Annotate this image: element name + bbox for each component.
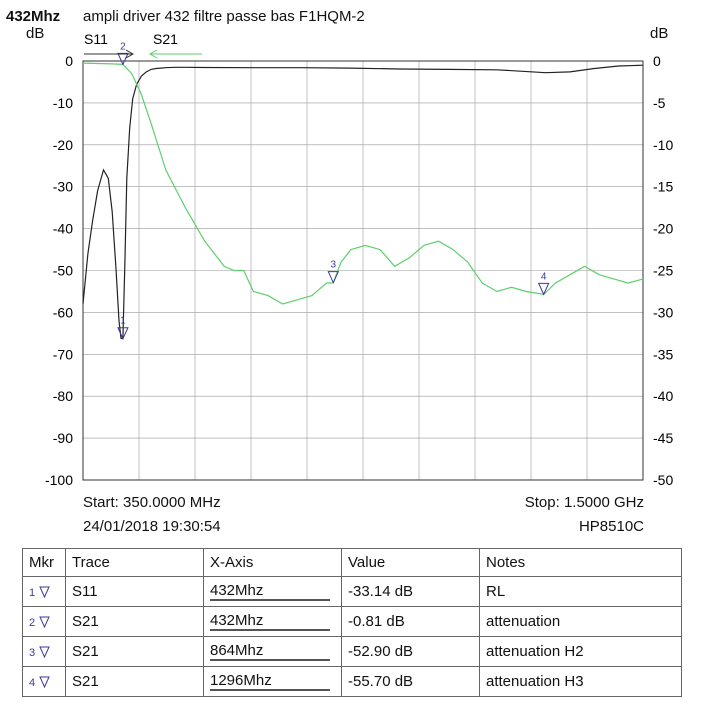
right-tick-label: -20 xyxy=(653,221,673,237)
chart: 0 -10 -20 -30 -40 -50 -60 -70 -80 -90 -100 0 -5 -10 -… xyxy=(45,31,673,488)
instrument-name: HP8510C xyxy=(578,518,644,535)
frequency-label: 432Mhz xyxy=(6,8,61,25)
marker-number-cell: 1 xyxy=(22,576,66,607)
left-unit-label: dB xyxy=(26,25,45,42)
notes-cell: attenuation H3 xyxy=(479,666,682,697)
right-tick-label: -40 xyxy=(653,388,673,404)
trace-s21-label: S21 xyxy=(153,31,178,47)
markers: 1 2 3 4 xyxy=(117,41,550,340)
marker-number-cell: 4 xyxy=(22,666,66,697)
col-xaxis: X-Axis xyxy=(203,548,342,577)
left-tick-label: -60 xyxy=(53,304,73,320)
right-tick-label: -30 xyxy=(653,304,673,320)
col-mkr: Mkr xyxy=(22,548,66,577)
marker-4-triangle xyxy=(537,282,550,296)
marker-triangle-icon xyxy=(39,586,50,599)
left-tick-label: -90 xyxy=(53,430,73,446)
left-tick-label: -30 xyxy=(53,179,73,195)
right-unit-label: dB xyxy=(650,25,669,42)
table-row: 1 S11 432Mhz -33.14 dB RL xyxy=(22,576,682,607)
stop-frequency: Stop: 1.5000 GHz xyxy=(524,494,644,511)
marker-triangle-icon xyxy=(39,676,50,689)
marker-2-label: 2 xyxy=(120,41,126,52)
s11-indicator-arrow xyxy=(125,49,135,59)
left-tick-label: 0 xyxy=(65,53,73,69)
start-frequency: Start: 350.0000 MHz xyxy=(83,494,221,511)
trace-cell: S21 xyxy=(65,606,204,637)
right-tick-label: -50 xyxy=(653,472,673,488)
x-axis-cell: 864Mhz xyxy=(203,636,342,667)
chart-title: ampli driver 432 filtre passe bas F1HQM-… xyxy=(83,8,365,25)
marker-table: Mkr Trace X-Axis Value Notes 1 S11 432Mhz -… xyxy=(22,548,682,697)
marker-number-cell: 2 xyxy=(22,606,66,637)
marker-number-cell: 3 xyxy=(22,636,66,667)
right-tick-label: -10 xyxy=(653,137,673,153)
x-axis-cell: 432Mhz xyxy=(203,606,342,637)
value-cell: -55.70 dB xyxy=(341,666,480,697)
s21-indicator-arrow xyxy=(148,49,158,59)
trace-s11-label: S11 xyxy=(84,31,108,47)
left-tick-label: -20 xyxy=(53,137,73,153)
trace-cell: S21 xyxy=(65,666,204,697)
table-row: 2 S21 432Mhz -0.81 dB attenuation xyxy=(22,606,682,637)
marker-triangle-icon xyxy=(39,646,50,659)
right-tick-label: -25 xyxy=(653,263,673,279)
trace-cell: S21 xyxy=(65,636,204,667)
s21-trace xyxy=(82,62,644,305)
left-tick-label: -70 xyxy=(53,346,73,362)
value-cell: -0.81 dB xyxy=(341,606,480,637)
right-tick-label: -35 xyxy=(653,346,673,362)
notes-cell: attenuation xyxy=(479,606,682,637)
right-tick-label: -15 xyxy=(653,179,673,195)
left-tick-label: -50 xyxy=(53,263,73,279)
right-tick-label: 0 xyxy=(653,53,661,69)
left-tick-label: -10 xyxy=(53,95,73,111)
notes-cell: RL xyxy=(479,576,682,607)
table-row: 3 S21 864Mhz -52.90 dB attenuation H2 xyxy=(22,636,682,667)
col-trace: Trace xyxy=(65,548,204,577)
col-value: Value xyxy=(341,548,480,577)
table-row: 4 S21 1296Mhz -55.70 dB attenuation H3 xyxy=(22,666,682,697)
x-axis-cell: 432Mhz xyxy=(203,576,342,607)
value-cell: -52.90 dB xyxy=(341,636,480,667)
marker-3-label: 3 xyxy=(331,260,337,271)
marker-3-triangle xyxy=(327,271,340,284)
trace-cell: S11 xyxy=(65,576,204,607)
plot-frame xyxy=(82,60,644,481)
left-tick-label: -80 xyxy=(53,388,73,404)
x-axis-cell: 1296Mhz xyxy=(203,666,342,697)
marker-1-triangle xyxy=(117,327,129,340)
right-tick-label: -45 xyxy=(653,430,673,446)
marker-triangle-icon xyxy=(39,616,50,629)
left-tick-label: -40 xyxy=(53,221,73,237)
right-tick-label: -5 xyxy=(653,95,666,111)
marker-2-triangle xyxy=(117,52,129,66)
chart-grid xyxy=(83,60,643,481)
marker-1-label: 1 xyxy=(120,316,126,327)
col-notes: Notes xyxy=(479,548,682,577)
timestamp: 24/01/2018 19:30:54 xyxy=(83,518,221,535)
value-cell: -33.14 dB xyxy=(341,576,480,607)
marker-table-header: Mkr Trace X-Axis Value Notes xyxy=(22,548,682,577)
marker-4-label: 4 xyxy=(541,271,547,282)
left-tick-label: -100 xyxy=(45,472,73,488)
s11-trace xyxy=(82,64,644,340)
notes-cell: attenuation H2 xyxy=(479,636,682,667)
left-axis: 0 -10 -20 -30 -40 -50 -60 -70 -80 -90 -100 xyxy=(45,53,73,488)
right-axis: 0 -5 -10 -15 -20 -25 -30 -35 -40 -45 -50 xyxy=(653,53,673,488)
